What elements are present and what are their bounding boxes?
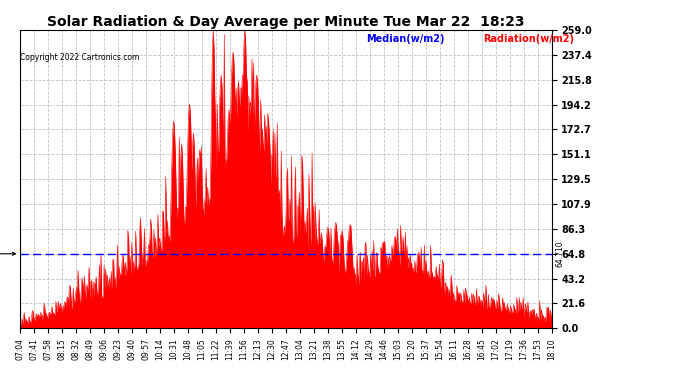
Text: 64.710: 64.710 (0, 240, 15, 267)
Text: Radiation(w/m2): Radiation(w/m2) (483, 34, 574, 44)
Text: Copyright 2022 Cartronics.com: Copyright 2022 Cartronics.com (19, 53, 139, 62)
Text: 64.710: 64.710 (555, 240, 564, 267)
Title: Solar Radiation & Day Average per Minute Tue Mar 22  18:23: Solar Radiation & Day Average per Minute… (47, 15, 524, 29)
Text: Median(w/m2): Median(w/m2) (366, 34, 444, 44)
